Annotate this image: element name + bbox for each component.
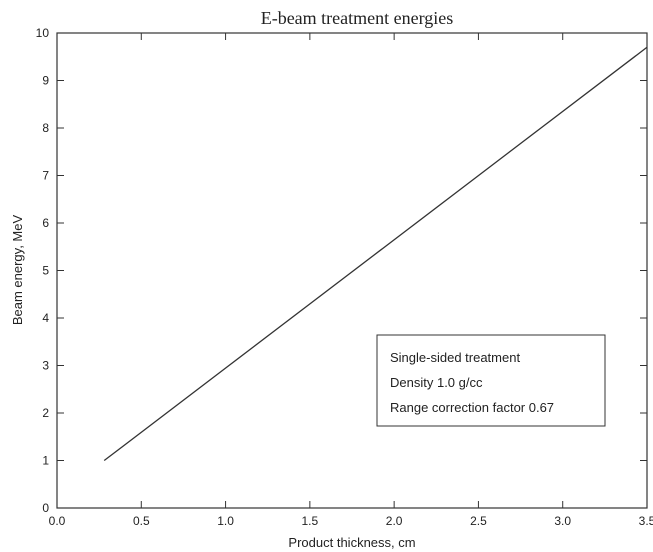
chart-title: E-beam treatment energies: [261, 8, 454, 28]
annotation-frame: [376, 334, 606, 427]
x-tick-label: 3.0: [554, 514, 571, 528]
annotation-box: Single-sided treatment Density 1.0 g/cc …: [376, 334, 606, 427]
y-tick-label: 10: [36, 26, 50, 40]
y-tick-label: 4: [42, 311, 49, 325]
annotation-line-3: Range correction factor 0.67: [390, 400, 554, 415]
annotation-line-1: Single-sided treatment: [390, 350, 520, 365]
x-tick-label: 3.5: [639, 514, 653, 528]
x-tick-label: 0.5: [133, 514, 150, 528]
series-line: [103, 46, 648, 462]
x-tick-label: 0.0: [49, 514, 66, 528]
y-tick-label: 5: [42, 264, 49, 278]
y-tick-label: 9: [42, 74, 49, 88]
x-tick-label: 1.5: [302, 514, 319, 528]
x-tick-label: 1.0: [217, 514, 234, 528]
series-layer: [103, 46, 648, 462]
y-tick-label: 3: [42, 359, 49, 373]
y-tick-label: 6: [42, 216, 49, 230]
y-tick-label: 0: [42, 501, 49, 515]
x-axis-ticks: 0.0 0.5 1.0 1.5 2.0 2.5 3.0 3.5: [49, 33, 653, 528]
annotation-line-2: Density 1.0 g/cc: [390, 375, 483, 390]
y-tick-label: 8: [42, 121, 49, 135]
x-tick-label: 2.0: [386, 514, 403, 528]
y-axis-label: Beam energy, MeV: [10, 215, 25, 326]
y-axis-ticks: 0 1 2 3 4 5 6 7 8 9 10: [36, 26, 647, 515]
y-tick-label: 2: [42, 406, 49, 420]
y-tick-label: 1: [42, 454, 49, 468]
x-tick-label: 2.5: [470, 514, 487, 528]
plot-frame: [56, 32, 648, 509]
x-axis-label: Product thickness, cm: [288, 535, 415, 550]
y-tick-label: 7: [42, 169, 49, 183]
